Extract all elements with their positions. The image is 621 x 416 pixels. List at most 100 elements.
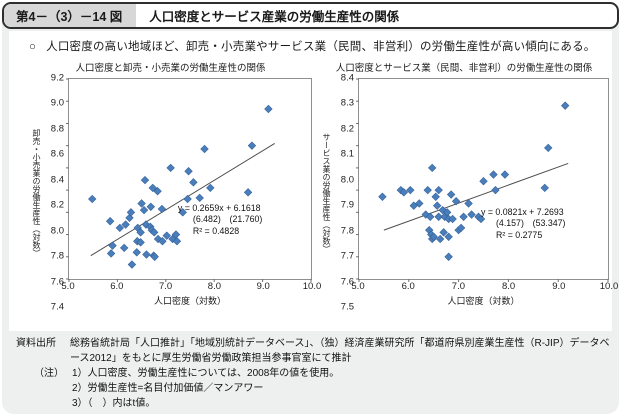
scatter-plot-svg	[66, 78, 312, 282]
note-label: （注）	[34, 368, 64, 379]
x-tick-label: 9.0	[256, 281, 270, 292]
chart-title: 人口密度と卸売・小売業の労働生産性の関係	[75, 63, 266, 74]
y-tick-label: 8.0	[340, 174, 354, 186]
t-values-line: (4.157) (53.347)	[496, 218, 566, 229]
data-point	[139, 205, 149, 215]
data-point	[415, 199, 424, 208]
x-ticks: 5.0 6.0 7.0 8.0 9.0 10.0	[61, 280, 321, 293]
data-point	[162, 231, 171, 240]
data-point	[189, 178, 198, 187]
data-point	[500, 170, 510, 179]
data-point	[431, 192, 440, 201]
x-tick-label: 5.0	[351, 281, 365, 292]
y-tick-label: 7.8	[50, 250, 64, 262]
y-tick-label: 7.8	[340, 225, 354, 237]
y-axis-title-column: サービス業の労働生産性（対数）	[319, 78, 333, 307]
plot-area: y = 0.0821x + 7.2693 (4.157) (53.347) R²…	[356, 78, 609, 282]
data-point	[434, 185, 443, 195]
data-point	[136, 228, 145, 237]
chart-grid: サービス業の労働生産性（対数） 7.5 7.6 7.7 7.8 7.9 8.0 8.1 8.2…	[319, 73, 618, 313]
scatter-plot-svg	[356, 78, 609, 282]
data-point	[247, 141, 257, 150]
data-point	[544, 143, 553, 153]
data-point	[108, 241, 117, 250]
data-point	[153, 187, 162, 196]
y-tick-label: 8.2	[340, 123, 354, 135]
data-point	[136, 238, 145, 247]
x-tick-label: 10.0	[302, 281, 322, 292]
source-text: 総務省統計局「人口推計」「地域別統計データベース」、（独）経済産業研究所「都道府…	[70, 338, 610, 364]
data-point	[399, 188, 408, 197]
data-point	[171, 230, 181, 239]
data-point	[157, 204, 167, 214]
equation-line: y = 0.0821x + 7.2693	[481, 207, 564, 217]
data-point	[448, 214, 457, 224]
chart-wholesale-retail: 人口密度と卸売・小売業の労働生産性の関係 卸売・小売業の労働生産性（対数） 7.…	[29, 60, 321, 313]
data-point	[489, 170, 498, 179]
source-row: 資料出所 総務省統計局「人口推計」「地域別統計データベース」、（独）経済産業研究…	[16, 336, 611, 366]
source-label: 資料出所	[16, 338, 56, 349]
y-tick-label: 8.4	[340, 72, 354, 84]
data-point	[406, 185, 415, 195]
plot-column: y = 0.2659x + 6.1618 (6.482) (21.760) R²…	[61, 78, 321, 307]
figure-number: 第4－（3）－14 図	[4, 4, 137, 27]
data-point	[137, 199, 146, 208]
x-tick-label: 8.0	[207, 281, 221, 292]
y-tick-label: 8.1	[340, 148, 354, 160]
data-point	[126, 208, 136, 217]
x-tick-label: 6.0	[110, 281, 124, 292]
data-point	[436, 234, 445, 244]
data-point	[105, 217, 115, 226]
x-tick-label: 10.0	[599, 281, 619, 292]
data-point	[476, 214, 486, 224]
data-point	[132, 248, 141, 257]
data-point	[200, 144, 209, 154]
data-point	[444, 232, 453, 241]
x-tick-label: 9.0	[552, 281, 566, 292]
note-item: 1）人口密度、労働生産性については、2008年の値を使用。	[72, 368, 340, 379]
data-point	[479, 177, 488, 186]
data-point	[88, 194, 97, 204]
data-point	[178, 208, 187, 217]
x-ticks: 5.0 6.0 7.0 8.0 9.0 10.0	[351, 280, 618, 293]
lead-sentence: ○ 人口密度の高い地域ほど、卸売・小売業やサービス業（民間、非営利）の労働生産性が…	[29, 38, 602, 54]
y-tick-label: 7.4	[50, 301, 64, 313]
chart-service-industry: 人口密度とサービス業（民間、非営利）の労働生産性の関係 サービス業の労働生産性（…	[319, 60, 618, 313]
data-point	[195, 193, 204, 203]
notes-row: （注） 1）人口密度、労働生産性については、2008年の値を使用。 2）労働生産…	[34, 366, 611, 411]
data-point	[426, 212, 435, 221]
y-tick-label: 8.3	[340, 97, 354, 109]
x-tick-label: 7.0	[451, 281, 465, 292]
data-point	[540, 183, 549, 193]
chart-grid: 卸売・小売業の労働生産性（対数） 7.4 7.6 7.8 8.0 8.2 8.4 8.6 8.…	[29, 73, 321, 313]
equation-line: y = 0.2659x + 6.1618	[177, 203, 261, 213]
x-axis-title: 人口密度（対数）	[153, 296, 226, 306]
data-point	[433, 201, 442, 210]
data-point	[148, 183, 157, 193]
y-tick-label: 7.6	[50, 276, 64, 288]
y-tick-label: 8.0	[50, 225, 64, 237]
figure-body: ○ 人口密度の高い地域ほど、卸売・小売業やサービス業（民間、非営利）の労働生産性が…	[9, 31, 618, 331]
charts-row: 人口密度と卸売・小売業の労働生産性の関係 卸売・小売業の労働生産性（対数） 7.…	[29, 60, 618, 313]
t-values-line: (6.482) (21.760)	[192, 214, 263, 225]
data-point	[183, 194, 192, 204]
data-point	[106, 249, 116, 258]
circle-bullet-icon: ○	[29, 41, 37, 53]
data-point	[456, 223, 466, 233]
regression-equation: y = 0.0821x + 7.2693 (4.157) (53.347) R²…	[481, 207, 565, 241]
data-point	[206, 183, 215, 193]
chart-title: 人口密度とサービス業（民間、非営利）の労働生産性の関係	[335, 63, 593, 74]
y-tick-label: 8.6	[50, 148, 64, 160]
data-point	[491, 185, 500, 195]
data-point	[166, 163, 175, 173]
y-tick-label: 7.7	[340, 250, 354, 262]
lead-text: 人口密度の高い地域ほど、卸売・小売業やサービス業（民間、非営利）の労働生産性が高…	[46, 41, 596, 53]
data-point	[158, 237, 167, 246]
data-point	[423, 185, 432, 195]
data-point	[243, 188, 253, 197]
data-point	[150, 252, 159, 261]
x-tick-label: 8.0	[501, 281, 516, 292]
data-point	[264, 104, 273, 114]
